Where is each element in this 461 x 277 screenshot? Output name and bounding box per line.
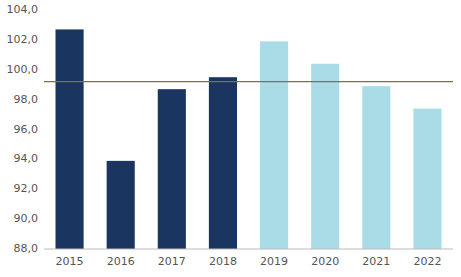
chart: 88,0 90,0 92,0 94,0 96,0 98,0 100,0 102,0 104,0 2… xyxy=(0,0,461,277)
bars xyxy=(44,29,453,249)
y-tick-label: 92,0 xyxy=(14,182,39,195)
bar xyxy=(311,64,339,249)
x-tick-label: 2022 xyxy=(413,255,441,268)
y-tick-label: 104,0 xyxy=(7,3,39,16)
y-tick-label: 102,0 xyxy=(7,33,39,46)
bar xyxy=(107,161,135,249)
x-tick-label: 2019 xyxy=(260,255,288,268)
y-tick-label: 96,0 xyxy=(14,123,39,136)
bar xyxy=(56,29,84,249)
x-tick-label: 2020 xyxy=(311,255,339,268)
x-tick-label: 2017 xyxy=(158,255,186,268)
y-tick-label: 90,0 xyxy=(14,212,39,225)
y-tick-label: 98,0 xyxy=(14,93,39,106)
x-tick-label: 2015 xyxy=(56,255,84,268)
reference-line xyxy=(44,81,453,82)
y-tick-label: 88,0 xyxy=(14,242,39,255)
x-axis-line xyxy=(44,249,453,250)
bar xyxy=(362,86,390,249)
x-tick-label: 2021 xyxy=(362,255,390,268)
x-tick-label: 2016 xyxy=(107,255,135,268)
bar xyxy=(413,109,441,249)
bar xyxy=(209,77,237,249)
bar xyxy=(260,41,288,249)
y-tick-label: 100,0 xyxy=(7,63,39,76)
y-tick-label: 94,0 xyxy=(14,152,39,165)
bar xyxy=(158,89,186,249)
x-tick-label: 2018 xyxy=(209,255,237,268)
